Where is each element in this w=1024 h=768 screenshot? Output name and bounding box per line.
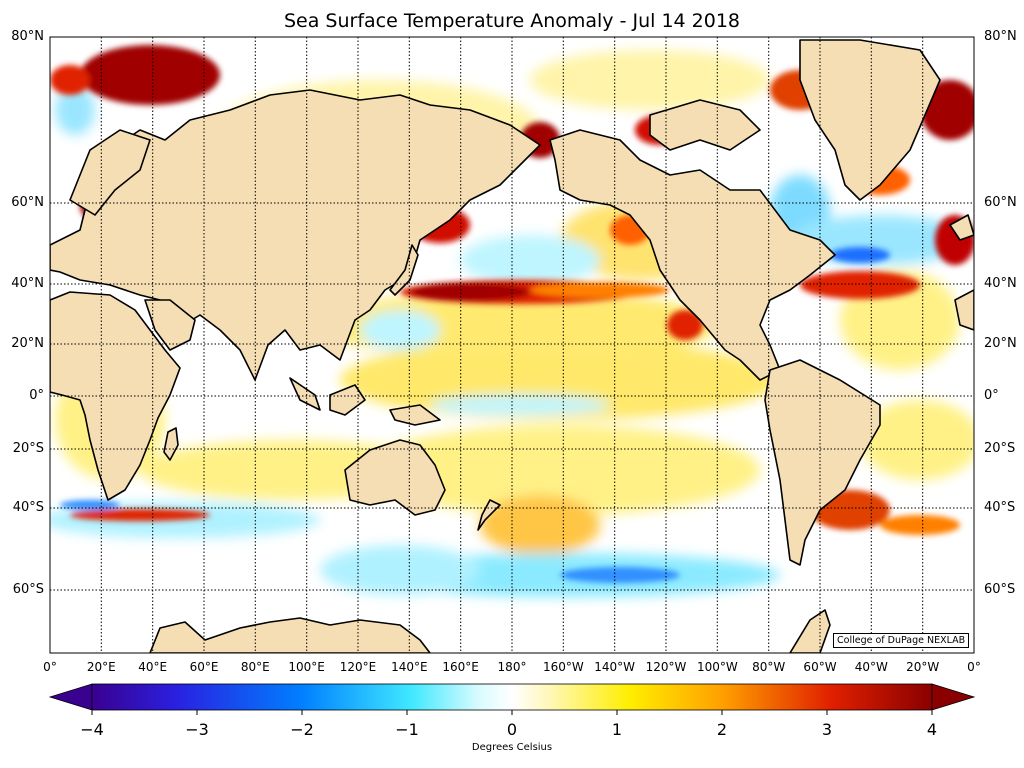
colorbar-tick-label: 0 [506, 720, 518, 739]
antarctic-peninsula [789, 609, 831, 653]
scandinavia [69, 129, 151, 216]
lat-label-left: 60°N [11, 195, 44, 210]
colorbar-tick-label: −2 [290, 720, 314, 739]
lon-label: 60°E [189, 660, 219, 674]
colorbar-tick-label: 1 [611, 720, 623, 739]
anomaly-field [50, 45, 974, 597]
lon-label: 100°W [696, 660, 738, 674]
lon-label: 60°W [803, 660, 837, 674]
colorbar-gradient [91, 683, 933, 711]
lon-label: 20°W [906, 660, 940, 674]
lon-label: 80°W [752, 660, 786, 674]
madagascar [163, 427, 179, 461]
iceland [949, 214, 974, 241]
australia-landmass [344, 439, 446, 516]
lat-label-right: 60°S [984, 582, 1016, 597]
greenland [799, 39, 941, 201]
canadian-arctic-islands [649, 99, 761, 151]
lon-label: 40°E [138, 660, 168, 674]
antarctica [149, 617, 431, 653]
map-title: Sea Surface Temperature Anomaly - Jul 14… [283, 10, 741, 32]
lat-label-right: 40°N [984, 276, 1017, 291]
japan [389, 244, 419, 296]
lon-label: 140°W [594, 660, 636, 674]
colorbar-low-extension [48, 683, 93, 711]
lat-label-left: 40°N [11, 276, 44, 291]
credit-label: College of DuPage NEXLAB [833, 633, 970, 648]
lon-label: 40°W [854, 660, 888, 674]
lat-label-left: 60°S [12, 582, 44, 597]
lon-label: 120°W [645, 660, 687, 674]
lat-label-right: 80°N [984, 29, 1017, 44]
lat-label-left: 0° [29, 388, 44, 403]
colorbar [48, 683, 976, 715]
lat-label-right: 20°S [984, 441, 1016, 456]
lat-label-right: 60°N [984, 195, 1017, 210]
north-america-landmass [549, 129, 836, 381]
lon-label: 160°E [442, 660, 479, 674]
colorbar-label: Degrees Celsius [471, 742, 553, 753]
lon-label: 140°E [391, 660, 428, 674]
lon-label: 120°E [339, 660, 377, 674]
colorbar-tick-label: −3 [185, 720, 209, 739]
lat-label-left: 40°S [12, 500, 44, 515]
graticule [50, 37, 974, 653]
colorbar-tick-label: 3 [821, 720, 833, 739]
lon-label: 80°E [240, 660, 270, 674]
lat-label-right: 40°S [984, 500, 1016, 515]
lon-label: 0° [967, 660, 981, 674]
lat-label-right: 20°N [984, 336, 1017, 351]
new-guinea [389, 404, 441, 426]
lat-label-left: 20°N [11, 336, 44, 351]
lon-label: 20°E [86, 660, 116, 674]
colorbar-tick-label: 2 [716, 720, 728, 739]
lat-label-left: 80°N [11, 29, 44, 44]
colorbar-tick-label: −4 [80, 720, 104, 739]
colorbar-tick-label: −1 [395, 720, 419, 739]
lon-label: 0° [43, 660, 57, 674]
lon-label: 160°W [542, 660, 584, 674]
lon-label: 180° [497, 660, 527, 674]
colorbar-tick-label: 4 [926, 720, 938, 739]
colorbar-high-extension [931, 683, 976, 711]
map-frame [49, 36, 975, 654]
sumatra [289, 377, 321, 411]
south-america-landmass [764, 359, 881, 566]
lat-label-left: 20°S [12, 441, 44, 456]
borneo [329, 384, 366, 416]
arabian-peninsula [144, 299, 196, 351]
lat-label-right: 0° [984, 388, 999, 403]
lon-label: 100°E [288, 660, 325, 674]
iberia-edge [954, 289, 974, 331]
